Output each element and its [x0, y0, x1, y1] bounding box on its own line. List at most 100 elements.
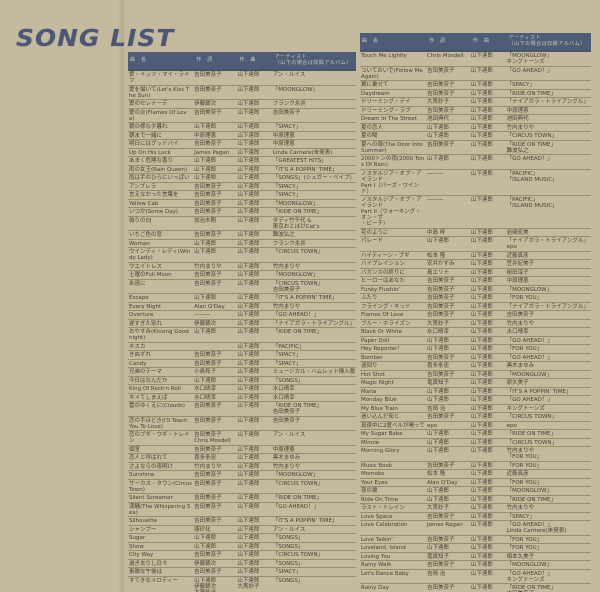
song-row: Your Eyes Alan O'Day 山下達郎 「FOR YOU」 [360, 479, 591, 487]
lyricist-cell: 吉岡 治 [426, 405, 446, 412]
artist-album-cell: 竹内まりや [506, 505, 535, 511]
song-title-cell: サーカス・タウン(Circus Town) [129, 480, 193, 493]
song-row: Minnie 山下達郎 山下達郎 「CIRCUS TOWN」 [360, 439, 591, 447]
song-title-cell: パレード [361, 238, 384, 244]
song-title-cell: 雨の女王(Rain Queen) [129, 166, 188, 173]
song-title-cell: Overture [129, 312, 154, 318]
song-row: あまく危険な香り 山下達郎 山下達郎 「GREATEST HITS」 [128, 157, 356, 166]
song-title-cell: あまく危険な香り [129, 158, 174, 164]
artist-album-cell: 「FOR YOU」 [506, 536, 543, 543]
song-title-cell: 永遠に [129, 280, 146, 287]
song-row: 雲のゆくえに(Clouds) 吉田美奈子 山下達郎 「RIDE ON TIME」 吉田美… [128, 402, 356, 417]
lyricist-cell: 吉田美奈子 [194, 109, 222, 116]
lyricist-cell: 中島 梓 [426, 229, 446, 236]
artist-album-cell: 「PACIFIC」 [272, 343, 305, 350]
artist-album-cell: アン・ルイス [272, 72, 306, 78]
song-title-cell: さよならの夜明け [129, 463, 174, 470]
song-title-cell: Love Space [361, 513, 393, 520]
song-title-cell: ブルー・ホライズン [361, 320, 411, 327]
artist-album-cell: 竹内まりや [272, 303, 301, 310]
song-row: パレード 山下達郎 山下達郎 「ナイアガラ・トライアングル」 epo [360, 237, 591, 252]
song-row: Sugar 山下達郎 山下達郎 「SONGS」 [128, 534, 356, 543]
song-table-right: 曲 名 作 詞 作 曲 アーティスト （山下の場合は収録アルバム） Touch Me Li… [360, 33, 591, 592]
song-row: 愛の炎(Flames Of Love) 吉田美奈子 山下達郎 吉田美奈子 [128, 109, 356, 123]
song-row: Silhouette 吉田美奈子 山下達郎 「IT'S A POPPIN' TIME」 [128, 517, 356, 526]
lyricist-cell: 吉田美奈子 [194, 280, 222, 287]
lyricist-cell: 吉田美奈子 [194, 403, 222, 409]
lyricist-cell: 大貫妙子 [426, 320, 449, 327]
song-row: 永遠に 吉田美奈子 山下達郎 「CIRCUS TOWN」 吉田美奈子 [128, 280, 356, 294]
artist-album-cell: ダディ竹千代 & 東京おとぼけCat's [272, 217, 320, 230]
composer-cell: 山下達郎 [237, 560, 260, 567]
song-row: アンブレラ 吉田美奈子 山下達郎 「SPACY」 [128, 183, 356, 191]
song-title-cell: Monday Blue [361, 397, 397, 403]
song-title-cell: Touch Me Lightly [361, 53, 407, 59]
lyricist-cell: 喜多条忠 [426, 363, 449, 369]
song-row: ノスタルジア・オブ・アイランド Part II（ウォーキング・オン・ザ ・ビーチ） —… [360, 196, 591, 229]
artist-album-cell: 「ナイアガラ・トライアングル」 [506, 99, 589, 105]
song-row: 恋のブギ・ウギ・トレイン 吉田美奈子 Chris Mosdell 山下達郎 アン・ルイス [128, 431, 356, 446]
lyricist-cell: 吉田美奈子 [194, 192, 222, 198]
lyricist-cell: 山下達郎 [426, 156, 449, 162]
song-row: ドリーミング・ラブ 吉田美奈子 山下達郎 中原理恵 [360, 107, 591, 115]
song-title-cell: Hot Shot [361, 371, 385, 378]
artist-album-cell: 「FOR YOU」 [506, 295, 543, 301]
artist-album-cell: 難波弘之 [272, 232, 295, 238]
header-artist-album: アーティスト （山下の場合は収録アルバム） [274, 54, 352, 66]
artist-album-cell: 中原理恵 [506, 278, 529, 284]
song-row: いつか(Some Day) 吉田美奈子 山下達郎 「RIDE ON TIME」 [128, 208, 356, 217]
composer-cell: 山下達郎 [237, 295, 260, 301]
lyricist-cell: 水口晴幸 [194, 386, 217, 392]
composer-cell: 山下達郎 [237, 320, 260, 327]
song-title-cell: 明日にはグッドバイ [129, 141, 179, 147]
song-title-cell: Momoko [361, 471, 385, 477]
artist-album-cell: フランク永井 [272, 240, 306, 247]
song-title-cell: アンブレラ [129, 183, 157, 190]
composer-cell: 山下達郎 [237, 369, 260, 375]
composer-cell: 山下達郎 [237, 249, 260, 255]
song-title-cell: Sunshine [129, 472, 155, 478]
artist-album-cell: キングトーンズ [506, 405, 545, 412]
artist-album-cell: 竹内まりや [506, 320, 535, 327]
lyricist-cell: 吉田美奈子 [426, 107, 455, 114]
lyricist-cell: 吉田美奈子 [194, 552, 222, 558]
song-title-cell: 夜の翼 [361, 488, 378, 494]
song-row: 迷い込んだ街と 吉田美奈子 山下達郎 「CIRCUS TOWN」 [360, 413, 591, 422]
song-row: Flames Of Love 吉田美奈子 山下達郎 吉田美奈子 [360, 311, 591, 320]
lyricist-cell: 吉田美奈子 [426, 371, 455, 378]
artist-album-cell: 「SPACY」 [272, 569, 301, 575]
lyricist-cell: Chris Mosdell [426, 53, 464, 59]
song-row: バカンスの終りに 島エリナ 山下達郎 桜田淳子 [360, 269, 591, 277]
artist-album-cell: 「CIRCUS TOWN」 [272, 552, 324, 558]
song-title-cell: 個室 [129, 446, 141, 453]
song-title-cell: Loveland, Island [361, 545, 406, 551]
lyricist-cell: 中原理恵 [194, 132, 217, 139]
artist-album-cell: 竹内まりや 「FOR YOU」 [506, 448, 543, 460]
song-row: Love Space 吉田美奈子 山下達郎 「SPACY」 [360, 513, 591, 521]
song-row: Yellow Cab 吉田美奈子 山下達郎 「MOONGLOW」 [128, 200, 356, 208]
artist-album-cell: 「RIDE ON TIME」 [272, 329, 323, 335]
song-title-cell: Up On His Luck [129, 149, 171, 156]
artist-album-cell: 中原理恵 [272, 446, 295, 453]
lyricist-cell: 吉田美奈子 Chris Mosdell [194, 432, 231, 444]
composer-cell: 山下達郎 [470, 261, 493, 267]
composer-cell: 山下達郎 [470, 380, 493, 386]
song-title-cell: 恋人と呼ばれて [129, 455, 168, 461]
song-row: Daydream 吉田美奈子 山下達郎 「RIDE ON TIME」 [360, 90, 591, 98]
artist-album-cell: 「MOONGLOW」 [506, 371, 553, 378]
song-title-cell: 花のように [361, 229, 389, 236]
song-row: 花のように 中島 梓 山下達郎 岩崎宏美 [360, 229, 591, 237]
artist-album-cell: 「CIRCUS TOWN」 [506, 414, 558, 420]
artist-album-cell: 「GO AHEAD！」 Linda Carriere(未発表) [506, 522, 567, 534]
artist-album-cell: 竹内まりや [272, 263, 301, 270]
song-row: ハイティーン・ブギ 松本 隆 山下達郎 近藤真彦 [360, 252, 591, 260]
song-title-cell: 遅すぎた別れ [129, 320, 163, 327]
lyricist-cell: 吉田美奈子 [194, 569, 222, 575]
song-title-cell: Escape [129, 295, 149, 301]
song-row: 愛・イッツ・マイ・ライフ 吉田美奈子 山下達郎 アン・ルイス [128, 71, 356, 86]
composer-cell: 山下達郎 [470, 303, 493, 310]
artist-album-cell: 「GO AHEAD！」 [506, 67, 553, 74]
artist-album-cell: 「SPACY」 [506, 82, 535, 88]
lyricist-cell: 吉田美奈子 [194, 480, 222, 487]
composer-cell: 山下達郎 [470, 170, 493, 177]
